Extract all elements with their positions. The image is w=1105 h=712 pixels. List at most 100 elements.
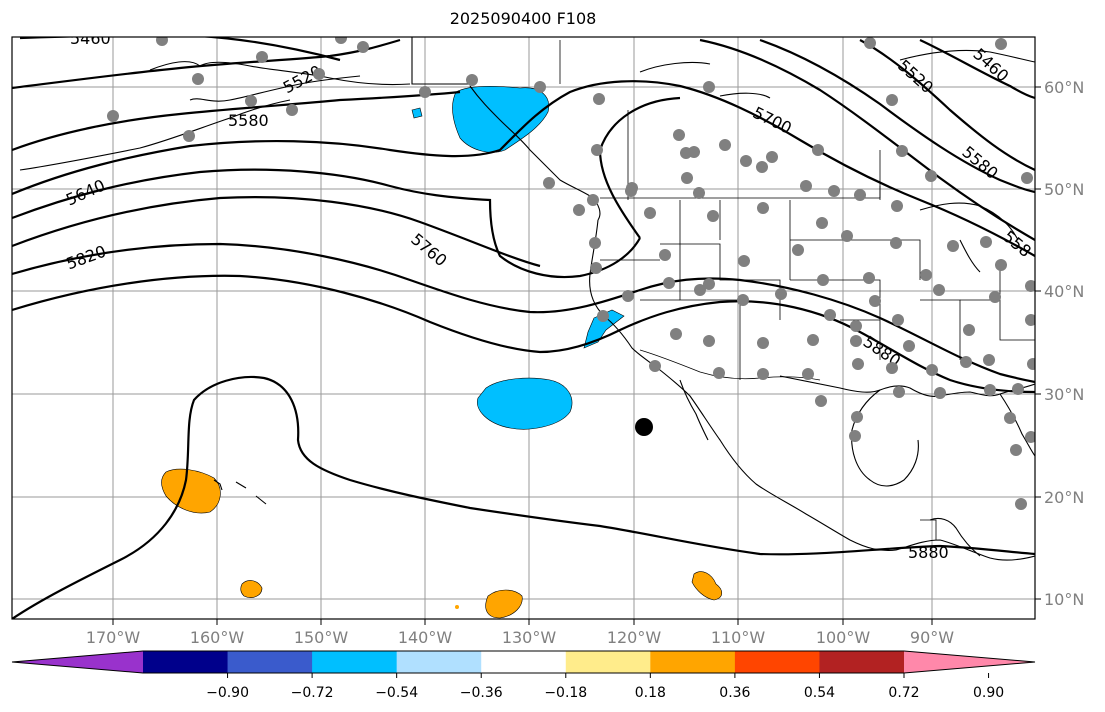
station-dot [800,180,812,192]
station-dot [245,95,257,107]
colorbar-segment [481,651,567,673]
station-dot [703,278,715,290]
station-dot [757,368,769,380]
station-dot [622,290,634,302]
station-dot [757,202,769,214]
map-title: 2025090400 F108 [449,9,597,28]
station-dot [989,291,1001,303]
station-dot [256,51,268,63]
station-dot [419,86,431,98]
station-dot [816,217,828,229]
station-dot [713,367,725,379]
station-dot [673,129,685,141]
station-dot [896,145,908,157]
station-dot [740,155,752,167]
colorbar: −0.90 −0.72 −0.54 −0.36 −0.18 0.18 0.36 0.54 0.7… [11,650,1036,701]
station-dot [1004,412,1016,424]
lon-label: 150°W [294,628,349,647]
station-dot [983,354,995,366]
lon-label: 90°W [910,628,954,647]
colorbar-outline [11,650,1036,674]
map-frame [11,36,1036,620]
station-dot [891,200,903,212]
station-dot [597,310,609,322]
colorbar-tick-label: 0.72 [888,685,919,701]
colorbar-segment [227,651,313,673]
lon-label: 110°W [711,628,766,647]
station-dot [694,284,706,296]
station-dot [947,240,959,252]
station-dot [775,288,787,300]
station-dot [644,207,656,219]
station-dot [807,334,819,346]
axis-ticks [112,86,1041,625]
station-dot [852,358,864,370]
station-dot [1025,280,1035,292]
location-marker [635,418,653,436]
station-dot [1015,498,1027,510]
station-dot [864,37,876,49]
lon-label: 170°W [86,628,141,647]
lon-label: 160°W [190,628,245,647]
station-dot [1012,383,1024,395]
station-dot [738,255,750,267]
station-dot [1025,314,1035,326]
station-dot [286,104,298,116]
colorbar-segment [734,651,820,673]
station-dot [719,139,731,151]
station-dot [925,170,937,182]
station-dot [589,237,601,249]
colorbar-tick-label: −0.18 [544,685,587,701]
contour-label: 5580 [228,111,269,130]
station-dot [766,151,778,163]
colorbar-tick-label: 0.90 [973,685,1004,701]
colorbar-segment [565,651,651,673]
colorbar-tick-label: −0.36 [460,685,503,701]
station-dot [984,384,996,396]
station-dot [313,68,325,80]
station-dot [681,172,693,184]
station-dot [886,94,898,106]
lon-label: 100°W [816,628,871,647]
colorbar-segment [396,651,482,673]
station-dot [183,130,195,142]
contour-label: 5880 [908,543,949,562]
station-dots [107,37,1035,510]
station-dot [926,364,938,376]
lat-label: 50°N [1044,180,1084,199]
station-dot [934,387,946,399]
station-dot [593,93,605,105]
station-dot [693,187,705,199]
station-dot [107,110,119,122]
lat-label: 20°N [1044,488,1084,507]
station-dot [980,236,992,248]
colorbar-tick-label: 0.36 [719,685,750,701]
lat-label: 60°N [1044,78,1084,97]
station-dot [995,259,1007,271]
station-dot [933,284,945,296]
colorbar-tick-label: −0.72 [291,685,334,701]
lat-label: 30°N [1044,385,1084,404]
station-dot [824,309,836,321]
station-dot [663,277,675,289]
station-dot [1021,172,1033,184]
height-contours [12,37,1035,619]
lat-label: 40°N [1044,282,1084,301]
station-dot [890,237,902,249]
station-dot [703,335,715,347]
longitude-labels: 170°W 160°W 150°W 140°W 130°W 120°W 110°… [86,628,954,647]
station-dot [156,37,168,46]
station-dot [802,368,814,380]
colorbar-tick-label: 0.18 [635,685,666,701]
station-dot [903,340,915,352]
colorbar-segment [650,651,736,673]
contour-label: 5460 [70,29,111,48]
latitude-labels: 60°N 50°N 40°N 30°N 20°N 10°N [1044,78,1084,609]
station-dot [849,430,861,442]
station-dot [792,244,804,256]
graticule [12,37,1035,619]
station-dot [963,324,975,336]
station-dot [893,386,905,398]
station-dot [573,204,585,216]
